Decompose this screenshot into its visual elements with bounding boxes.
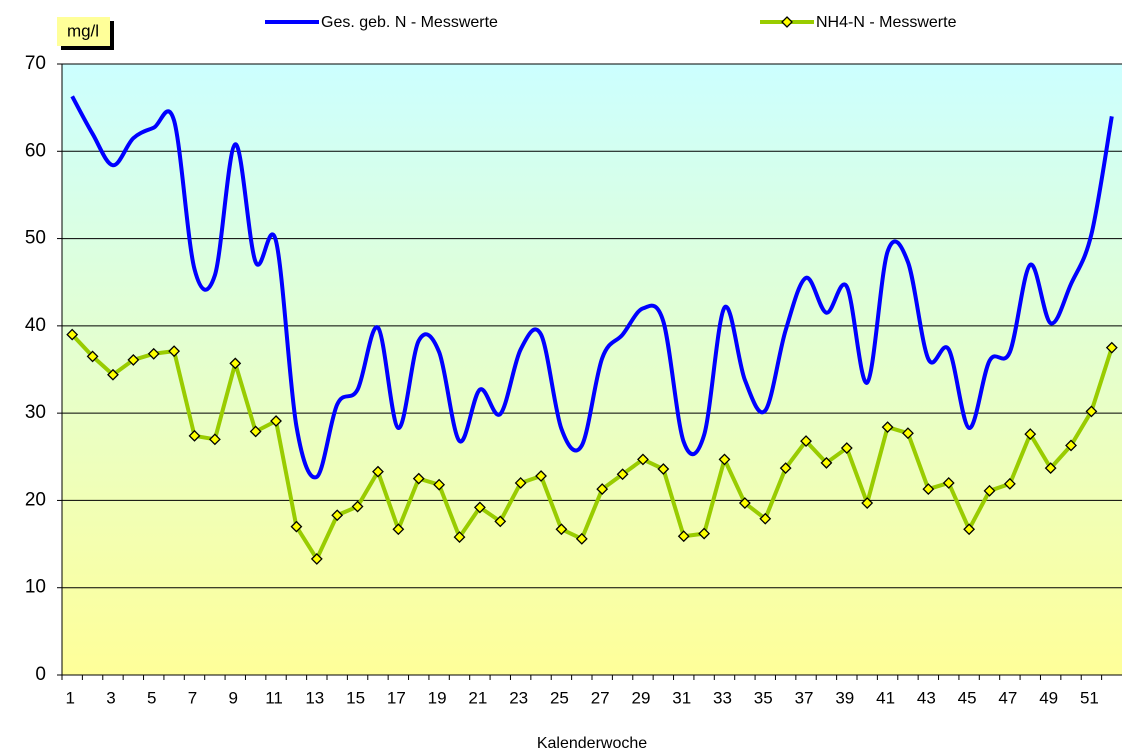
data-point [718,453,731,466]
data-point [983,484,996,497]
plot-area [62,64,1122,675]
x-tick-label: 35 [754,688,773,707]
x-tick-label: 25 [550,688,569,707]
x-axis-label: Kalenderwoche [537,735,647,752]
series-line [70,95,1114,480]
x-tick-label: 49 [1039,688,1058,707]
data-point [963,523,976,536]
x-tick-label: 23 [509,688,528,707]
data-point [922,483,935,496]
data-point [738,497,751,509]
x-tick-label: 29 [632,688,651,707]
data-point [657,463,670,475]
data-point [290,520,303,533]
y-tick-label: 20 [25,489,46,510]
data-point [473,501,486,514]
data-point [168,345,181,358]
data-point [229,357,242,370]
data-point [1085,405,1098,418]
legend-label: NH4-N - Messwerte [816,14,957,31]
data-point [1044,462,1057,475]
y-axis-label: mg/l [67,21,99,40]
data-point [127,353,140,366]
y-tick-label: 30 [25,402,46,423]
legend-label: Ges. geb. N - Messwerte [321,14,498,31]
data-point [433,478,446,491]
y-tick-label: 10 [25,577,46,598]
x-tick-label: 17 [387,688,406,707]
data-point [555,523,568,536]
data-point [249,425,262,438]
x-tick-label: 1 [65,688,74,707]
data-point [351,500,364,513]
data-point [66,328,79,341]
data-point [677,530,690,543]
data-point [779,462,792,475]
data-point [535,470,547,482]
data-point [270,415,282,427]
x-tick-label: 43 [917,688,936,707]
data-point [1003,477,1016,490]
data-point [616,468,629,481]
data-point [902,427,914,440]
series-line [70,333,1114,561]
data-point [942,477,955,489]
data-point [575,532,588,545]
data-point [453,531,466,544]
data-point [698,527,711,540]
data-point [494,515,507,528]
y-tick-label: 60 [25,140,46,161]
data-point [107,368,119,381]
x-tick-label: 15 [346,688,365,707]
y-tick-label: 40 [25,315,46,336]
y-label-box [57,17,110,46]
x-tick-label: 39 [835,688,854,707]
x-tick-label: 47 [998,688,1017,707]
data-point [800,435,812,447]
data-point [147,347,160,360]
x-tick-label: 13 [305,688,324,707]
x-tick-label: 33 [713,688,732,707]
x-tick-label: 11 [265,688,283,707]
y-tick-label: 70 [25,53,46,74]
data-point [86,350,99,363]
x-tick-label: 7 [188,688,197,707]
y-tick-label: 50 [25,228,46,249]
data-point [840,442,853,454]
x-tick-label: 9 [229,688,238,707]
data-point [188,429,201,442]
data-point [1024,428,1037,441]
data-point [331,509,344,522]
data-point [881,421,894,434]
data-point [208,433,221,446]
x-tick-label: 21 [468,688,487,707]
data-point [1105,341,1118,354]
data-point [412,472,425,485]
x-tick-label: 27 [591,688,610,707]
x-tick-label: 41 [876,688,895,707]
x-tick-label: 37 [795,688,814,707]
data-point [759,512,772,525]
data-point [514,477,527,489]
x-tick-label: 19 [428,688,447,707]
data-point [310,552,323,565]
x-tick-label: 5 [147,688,156,707]
data-point [637,453,649,466]
x-tick-label: 31 [672,688,691,707]
x-tick-label: 45 [958,688,977,707]
data-point [372,465,384,478]
data-point [1065,439,1077,452]
data-point [820,456,833,469]
data-point [596,483,609,496]
x-tick-label: 51 [1080,688,1099,707]
legend-marker [781,16,793,28]
x-tick-label: 3 [106,688,115,707]
data-point [861,497,874,509]
y-tick-label: 0 [35,664,46,685]
data-point [392,523,405,536]
